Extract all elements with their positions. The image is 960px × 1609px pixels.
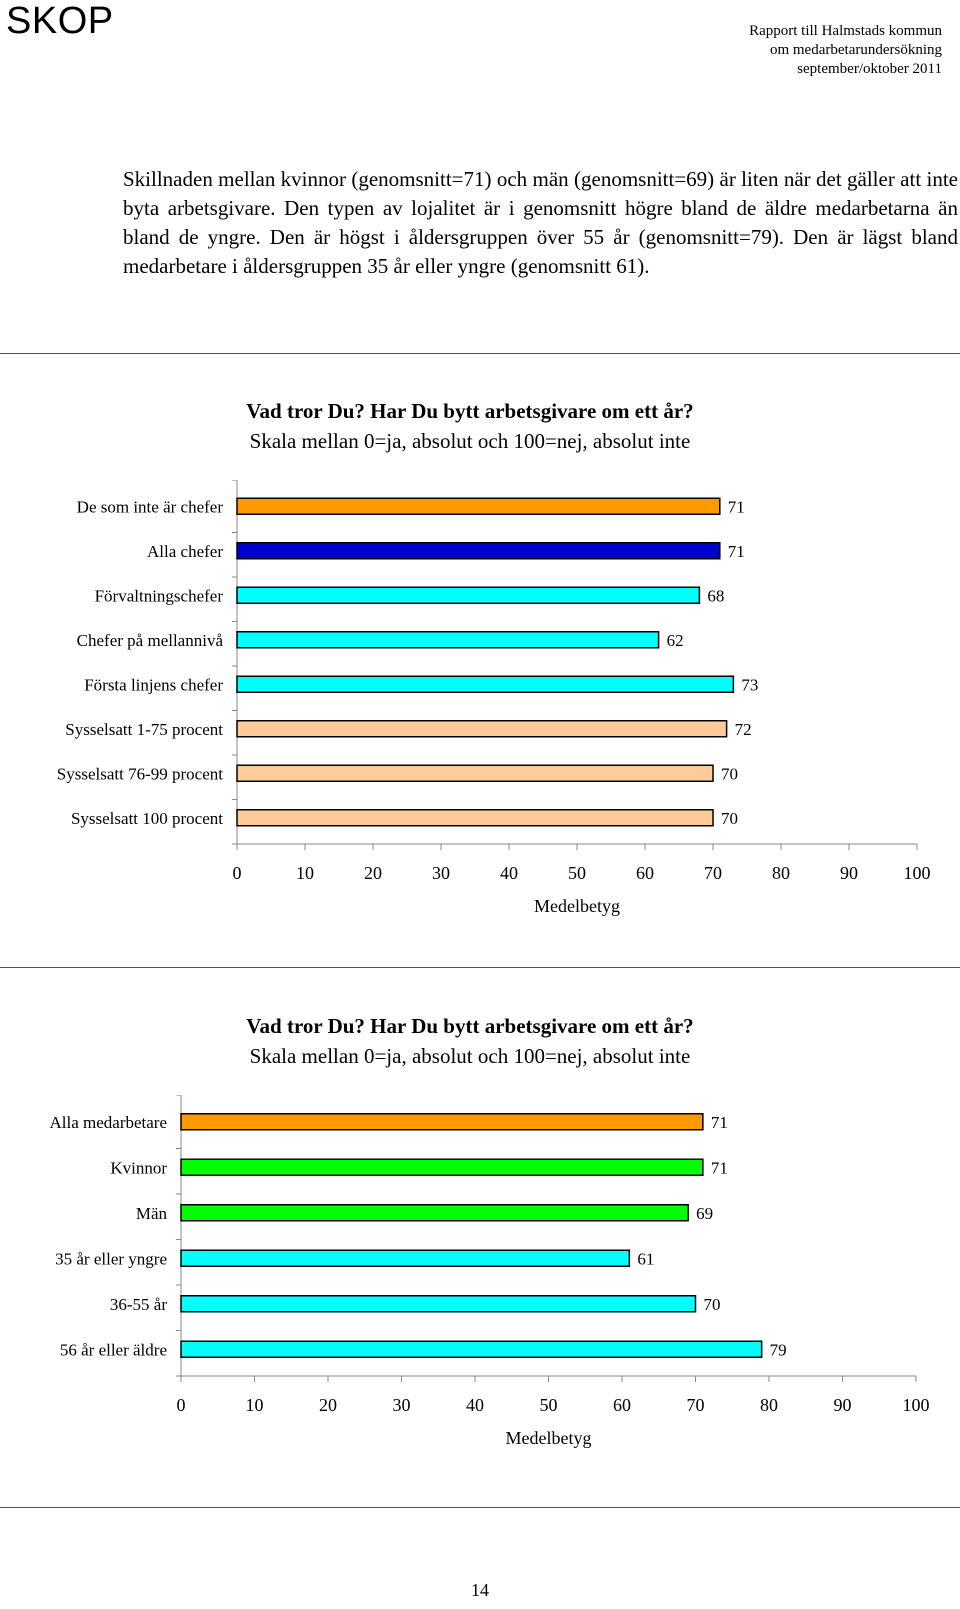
- divider-bottom: [0, 1507, 960, 1508]
- bar: [236, 675, 735, 693]
- value-label: 61: [637, 1249, 654, 1268]
- x-tick-label: 80: [760, 1395, 778, 1415]
- bar: [180, 1249, 631, 1267]
- category-label: Alla chefer: [147, 542, 223, 561]
- value-label: 69: [696, 1204, 713, 1223]
- bar: [236, 720, 728, 738]
- category-label: Sysselsatt 100 procent: [71, 809, 223, 828]
- chart-2-subtitle: Skala mellan 0=ja, absolut och 100=nej, …: [249, 1044, 691, 1068]
- bar: [180, 1113, 704, 1131]
- category-label: Kvinnor: [110, 1158, 167, 1177]
- x-tick-label: 0: [233, 863, 242, 883]
- chart-2: 0 10 20 30 40 50 60 70 80 90 100 Medelbetyg Alla med…: [49, 1095, 930, 1448]
- value-label: 70: [721, 809, 738, 828]
- category-label: 56 år eller äldre: [60, 1340, 167, 1359]
- value-label: 70: [721, 764, 738, 783]
- x-tick-label: 100: [903, 1395, 930, 1415]
- x-tick-label: 100: [904, 863, 931, 883]
- bar: [236, 497, 721, 515]
- report-line-2: om medarbetarundersökning: [769, 42, 942, 58]
- chart-1-heading: Vad tror Du? Har Du bytt arbetsgivare om…: [180, 396, 760, 456]
- category-label: Sysselsatt 76-99 procent: [57, 764, 223, 783]
- intro-paragraph: Skillnaden mellan kvinnor (genomsnitt=71…: [123, 167, 958, 278]
- divider-top: [0, 353, 960, 354]
- category-label: Chefer på mellannivå: [77, 631, 224, 650]
- value-label: 72: [735, 720, 752, 739]
- bar: [236, 631, 660, 649]
- category-label: Första linjens chefer: [84, 675, 223, 694]
- report-line-1: Rapport till Halmstads kommun: [749, 23, 942, 39]
- bar: [236, 586, 701, 604]
- x-tick-label: 50: [568, 863, 586, 883]
- bar: [236, 764, 714, 782]
- x-tick-label: 40: [500, 863, 518, 883]
- x-tick-label: 10: [296, 863, 314, 883]
- chart-1-subtitle: Skala mellan 0=ja, absolut och 100=nej, …: [249, 429, 691, 453]
- x-tick-label: 60: [613, 1395, 631, 1415]
- chart-1-title: Vad tror Du? Har Du bytt arbetsgivare om…: [246, 399, 694, 423]
- value-label: 62: [667, 631, 684, 650]
- chart-2-title: Vad tror Du? Har Du bytt arbetsgivare om…: [246, 1014, 694, 1038]
- value-label: 71: [711, 1158, 728, 1177]
- x-tick-label: 30: [393, 1395, 411, 1415]
- bar: [180, 1204, 689, 1222]
- value-label: 71: [728, 497, 745, 516]
- bar: [180, 1158, 704, 1176]
- category-label: Alla medarbetare: [49, 1113, 167, 1132]
- x-tick-label: 80: [772, 863, 790, 883]
- x-tick-label: 20: [364, 863, 382, 883]
- value-label: 68: [707, 586, 724, 605]
- bar: [236, 809, 714, 827]
- x-tick-label: 70: [704, 863, 722, 883]
- x-tick-label: 60: [636, 863, 654, 883]
- category-label: Förvaltningschefer: [95, 586, 224, 605]
- x-axis-label: Medelbetyg: [506, 1428, 592, 1448]
- chart-1: 0 10 20 30 40 50 60 70 80 90 100 Medelbetyg De som i…: [57, 480, 931, 916]
- skop-logo: SKOP: [6, 0, 114, 42]
- x-tick-label: 0: [177, 1395, 186, 1415]
- category-label: De som inte är chefer: [77, 497, 224, 516]
- x-axis-label: Medelbetyg: [534, 896, 620, 916]
- x-tick-label: 10: [246, 1395, 264, 1415]
- divider-middle: [0, 967, 960, 968]
- bar: [236, 542, 721, 560]
- report-line-3: september/oktober 2011: [797, 61, 942, 77]
- x-tick-label: 90: [834, 1395, 852, 1415]
- report-header: Rapport till Halmstads kommun om medarbe…: [749, 22, 942, 79]
- x-tick-label: 30: [432, 863, 450, 883]
- x-tick-label: 70: [687, 1395, 705, 1415]
- x-tick-label: 40: [466, 1395, 484, 1415]
- category-label: Sysselsatt 1-75 procent: [65, 720, 223, 739]
- value-label: 71: [728, 542, 745, 561]
- value-label: 73: [741, 675, 758, 694]
- category-label: 36-55 år: [110, 1295, 167, 1314]
- x-tick-label: 50: [540, 1395, 558, 1415]
- category-label: 35 år eller yngre: [55, 1249, 167, 1268]
- x-tick-label: 20: [319, 1395, 337, 1415]
- value-label: 71: [711, 1113, 728, 1132]
- bar: [180, 1340, 763, 1358]
- category-label: Män: [136, 1204, 168, 1223]
- value-label: 79: [770, 1340, 787, 1359]
- value-label: 70: [704, 1295, 721, 1314]
- chart-2-heading: Vad tror Du? Har Du bytt arbetsgivare om…: [180, 1011, 760, 1071]
- bar: [180, 1295, 697, 1313]
- x-tick-label: 90: [840, 863, 858, 883]
- page-number: 14: [471, 1580, 489, 1600]
